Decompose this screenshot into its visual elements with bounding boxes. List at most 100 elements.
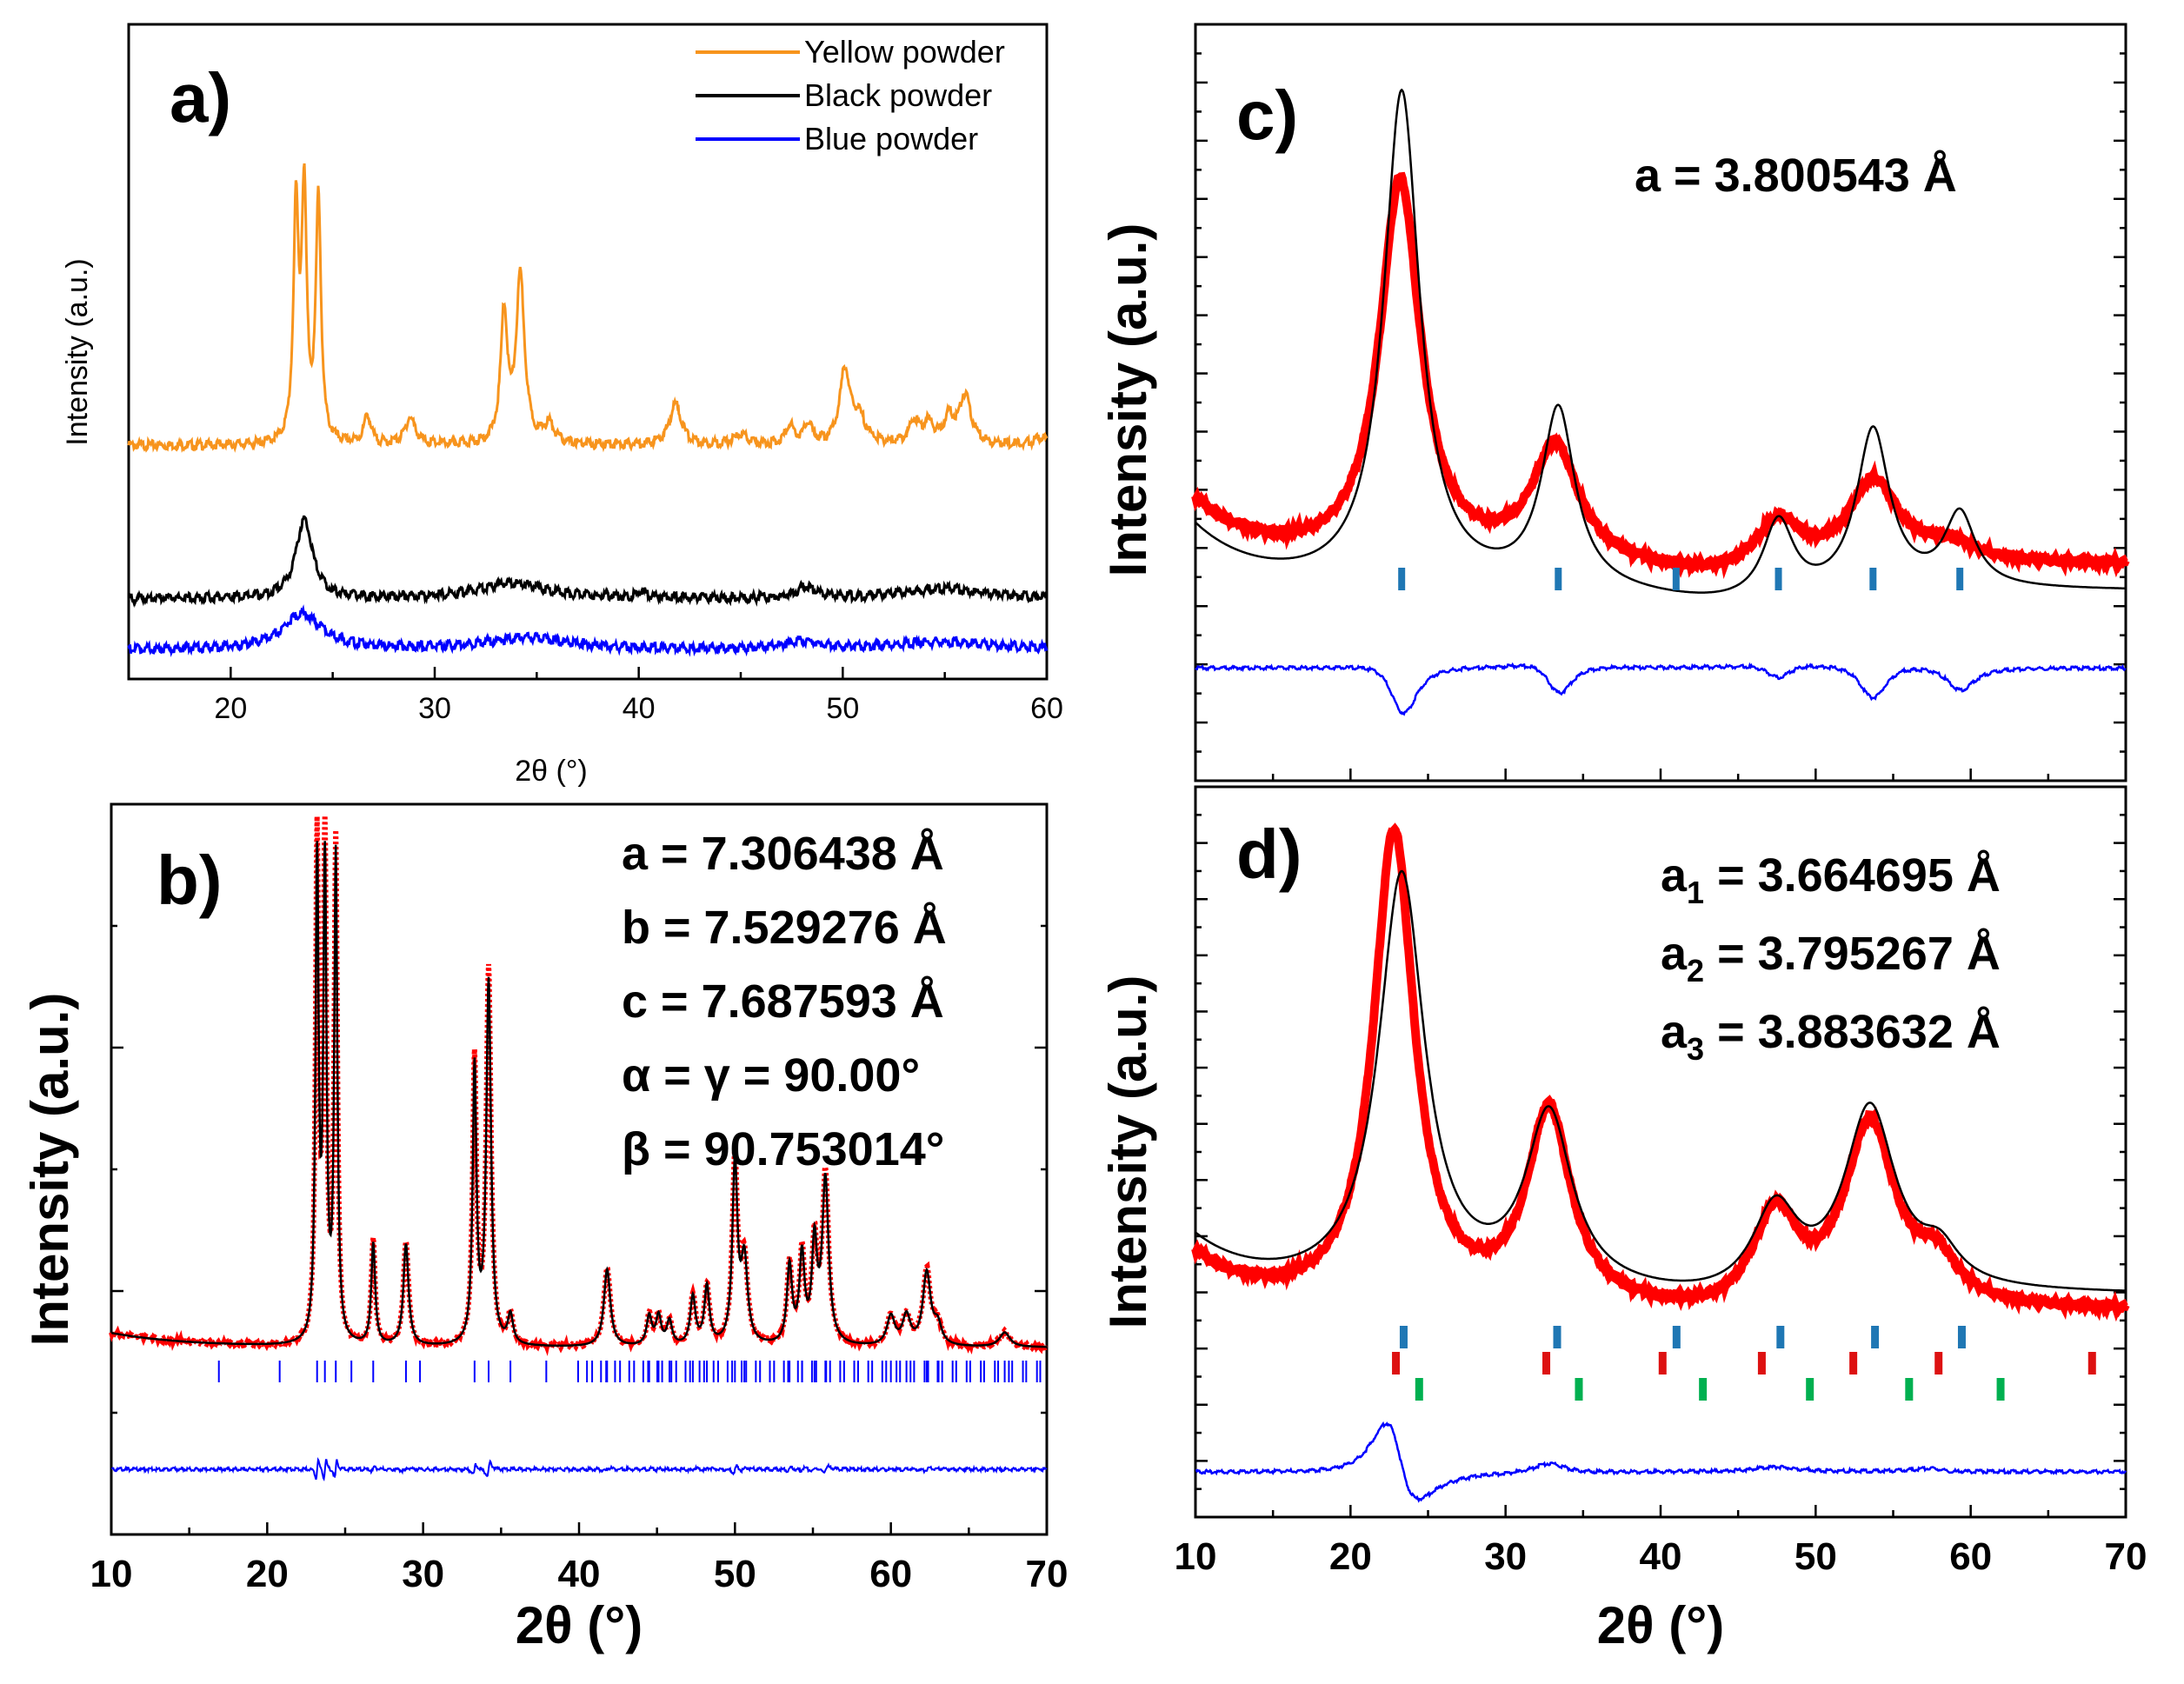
difference-line: [111, 1457, 1048, 1481]
bragg-tick-phase-3: [1699, 1378, 1708, 1401]
observed-points: [1191, 171, 2130, 580]
calculated-line: [110, 841, 1047, 1348]
panel-c: c) a = 3.800543 Å Intensity (a.u.): [1099, 23, 2130, 782]
observed-points: [1191, 822, 2130, 1322]
x-tick-label: 30: [1484, 1535, 1527, 1578]
x-tick-label: 60: [1949, 1535, 1992, 1578]
panel-b-xlabel: 2θ (°): [516, 1596, 643, 1654]
panel-a-series: [127, 163, 1049, 657]
panel-a: 20 30 40 50 60 a) Yellow powder Black powder…: [61, 23, 1063, 788]
x-tick-label: 20: [1329, 1535, 1372, 1578]
x-tick-label: 50: [826, 692, 859, 725]
panel-b-param-alpha-gamma: α = γ = 90.00°: [622, 1049, 920, 1102]
bragg-tick-phase-1: [1871, 1326, 1880, 1348]
panel-c-axis-ticks: [1194, 52, 2127, 781]
panel-d-param-a2-sub: 2: [1687, 953, 1704, 988]
difference-line: [1195, 662, 2127, 716]
series-blue-powder: [127, 604, 1049, 657]
panel-d-param-a2-val: = 3.795267 Å: [1704, 928, 2001, 980]
bragg-tick: [1774, 568, 1782, 590]
panel-a-label: a): [170, 59, 231, 136]
x-tick-label: 60: [1030, 692, 1063, 725]
bragg-tick-phase-3: [1905, 1378, 1914, 1401]
bragg-tick-phase-1: [1776, 1326, 1785, 1348]
x-tick-label: 70: [1026, 1553, 1069, 1595]
panel-d-param-a1-sym: a: [1661, 849, 1688, 902]
panel-b-series: [109, 815, 1049, 1481]
x-tick-label: 70: [2105, 1535, 2147, 1578]
panel-b-ylabel: Intensity (a.u.): [21, 993, 79, 1347]
x-tick-label: 40: [623, 692, 656, 725]
x-tick-label: 40: [1640, 1535, 1682, 1578]
panel-b-param-a: a = 7.306438 Å: [622, 828, 944, 880]
panel-d-param-a3-val: = 3.883632 Å: [1704, 1006, 2001, 1058]
panel-d-label: d): [1236, 815, 1302, 893]
x-tick-label: 50: [1794, 1535, 1837, 1578]
panel-d-param-a1-val: = 3.664695 Å: [1704, 849, 2001, 902]
panel-d-param-a1: a1 = 3.664695 Å: [1661, 849, 2001, 910]
bragg-tick-phase-3: [1415, 1378, 1423, 1401]
bragg-tick-phase-1: [1553, 1326, 1561, 1348]
bragg-tick-phase-2: [1934, 1352, 1943, 1374]
x-tick-label: 10: [1175, 1535, 1217, 1578]
panel-a-xlabel: 2θ (°): [515, 755, 588, 788]
panel-b-axis-ticks: 10 20 30 40 50 60 70: [90, 924, 1069, 1595]
panel-d-param-a1-sub: 1: [1687, 875, 1704, 910]
x-tick-label: 20: [214, 692, 247, 725]
panel-d-axis-ticks: 10 20 30 40 50 60 70: [1175, 814, 2147, 1578]
panel-a-frame: [127, 23, 1049, 681]
bragg-tick-phase-3: [1575, 1378, 1583, 1401]
panel-d-series: [1191, 822, 2130, 1503]
bragg-tick-phase-2: [1849, 1352, 1858, 1374]
bragg-tick: [1869, 568, 1877, 590]
panel-b: 10 20 30 40 50 60 70 b) a = 7.306438 Å b = 7.5…: [21, 802, 1069, 1654]
panel-d-param-a3: a3 = 3.883632 Å: [1661, 1006, 2001, 1067]
legend-label-black: Black powder: [804, 77, 992, 113]
panel-c-label: c): [1236, 77, 1298, 154]
panel-d-ylabel: Intensity (a.u.): [1099, 975, 1157, 1329]
bragg-tick-phase-2: [1757, 1352, 1766, 1374]
panel-d: 10 20 30 40 50 60 70 d) a1 = 3.664695 Å a2 = 3…: [1099, 785, 2147, 1654]
calculated-line: [1195, 88, 2127, 594]
legend-label-blue: Blue powder: [804, 121, 978, 156]
panel-d-param-a3-sym: a: [1661, 1006, 1688, 1058]
series-yellow-powder: [127, 163, 1049, 453]
bragg-tick: [1398, 568, 1406, 590]
legend-label-yellow: Yellow powder: [804, 34, 1005, 70]
difference-line: [1195, 1421, 2127, 1503]
x-tick-label: 40: [558, 1553, 601, 1595]
bragg-tick-phase-3: [1806, 1378, 1814, 1401]
panel-d-xlabel: 2θ (°): [1597, 1596, 1724, 1654]
panel-a-legend: Yellow powder Black powder Blue powder: [696, 34, 1005, 156]
panel-b-param-b: b = 7.529276 Å: [622, 902, 947, 954]
bragg-tick-phase-1: [1957, 1326, 1966, 1348]
bragg-tick-phase-2: [2087, 1352, 2096, 1374]
series-black-powder: [127, 515, 1049, 609]
bragg-tick-phase-2: [1542, 1352, 1551, 1374]
bragg-tick-phase-1: [1399, 1326, 1408, 1348]
bragg-tick-phase-3: [1996, 1378, 2005, 1401]
x-tick-label: 50: [714, 1553, 756, 1595]
x-tick-label: 30: [402, 1553, 444, 1595]
calculated-line: [1195, 869, 2126, 1292]
x-tick-label: 20: [246, 1553, 289, 1595]
panel-a-axis-ticks: 20 30 40 50 60: [127, 667, 1063, 725]
bragg-tick-phase-1: [1672, 1326, 1681, 1348]
bragg-tick: [1555, 568, 1562, 590]
x-tick-label: 10: [90, 1553, 133, 1595]
panel-d-param-a2-sym: a: [1661, 928, 1688, 980]
panel-c-series: [1191, 88, 2130, 716]
x-tick-label: 30: [418, 692, 451, 725]
bragg-tick-phase-2: [1658, 1352, 1667, 1374]
panel-b-param-beta: β = 90.753014°: [622, 1123, 944, 1175]
panel-a-ylabel: Intensity (a.u.): [61, 258, 94, 445]
panel-b-label: b): [156, 842, 223, 919]
panel-d-param-a3-sub: 3: [1687, 1031, 1704, 1067]
bragg-tick: [1672, 568, 1680, 590]
bragg-tick: [1956, 568, 1964, 590]
panel-c-ylabel: Intensity (a.u.): [1099, 223, 1157, 577]
panel-b-param-c: c = 7.687593 Å: [622, 975, 944, 1028]
bragg-tick-phase-2: [1392, 1352, 1401, 1374]
panel-d-param-a2: a2 = 3.795267 Å: [1661, 928, 2001, 988]
